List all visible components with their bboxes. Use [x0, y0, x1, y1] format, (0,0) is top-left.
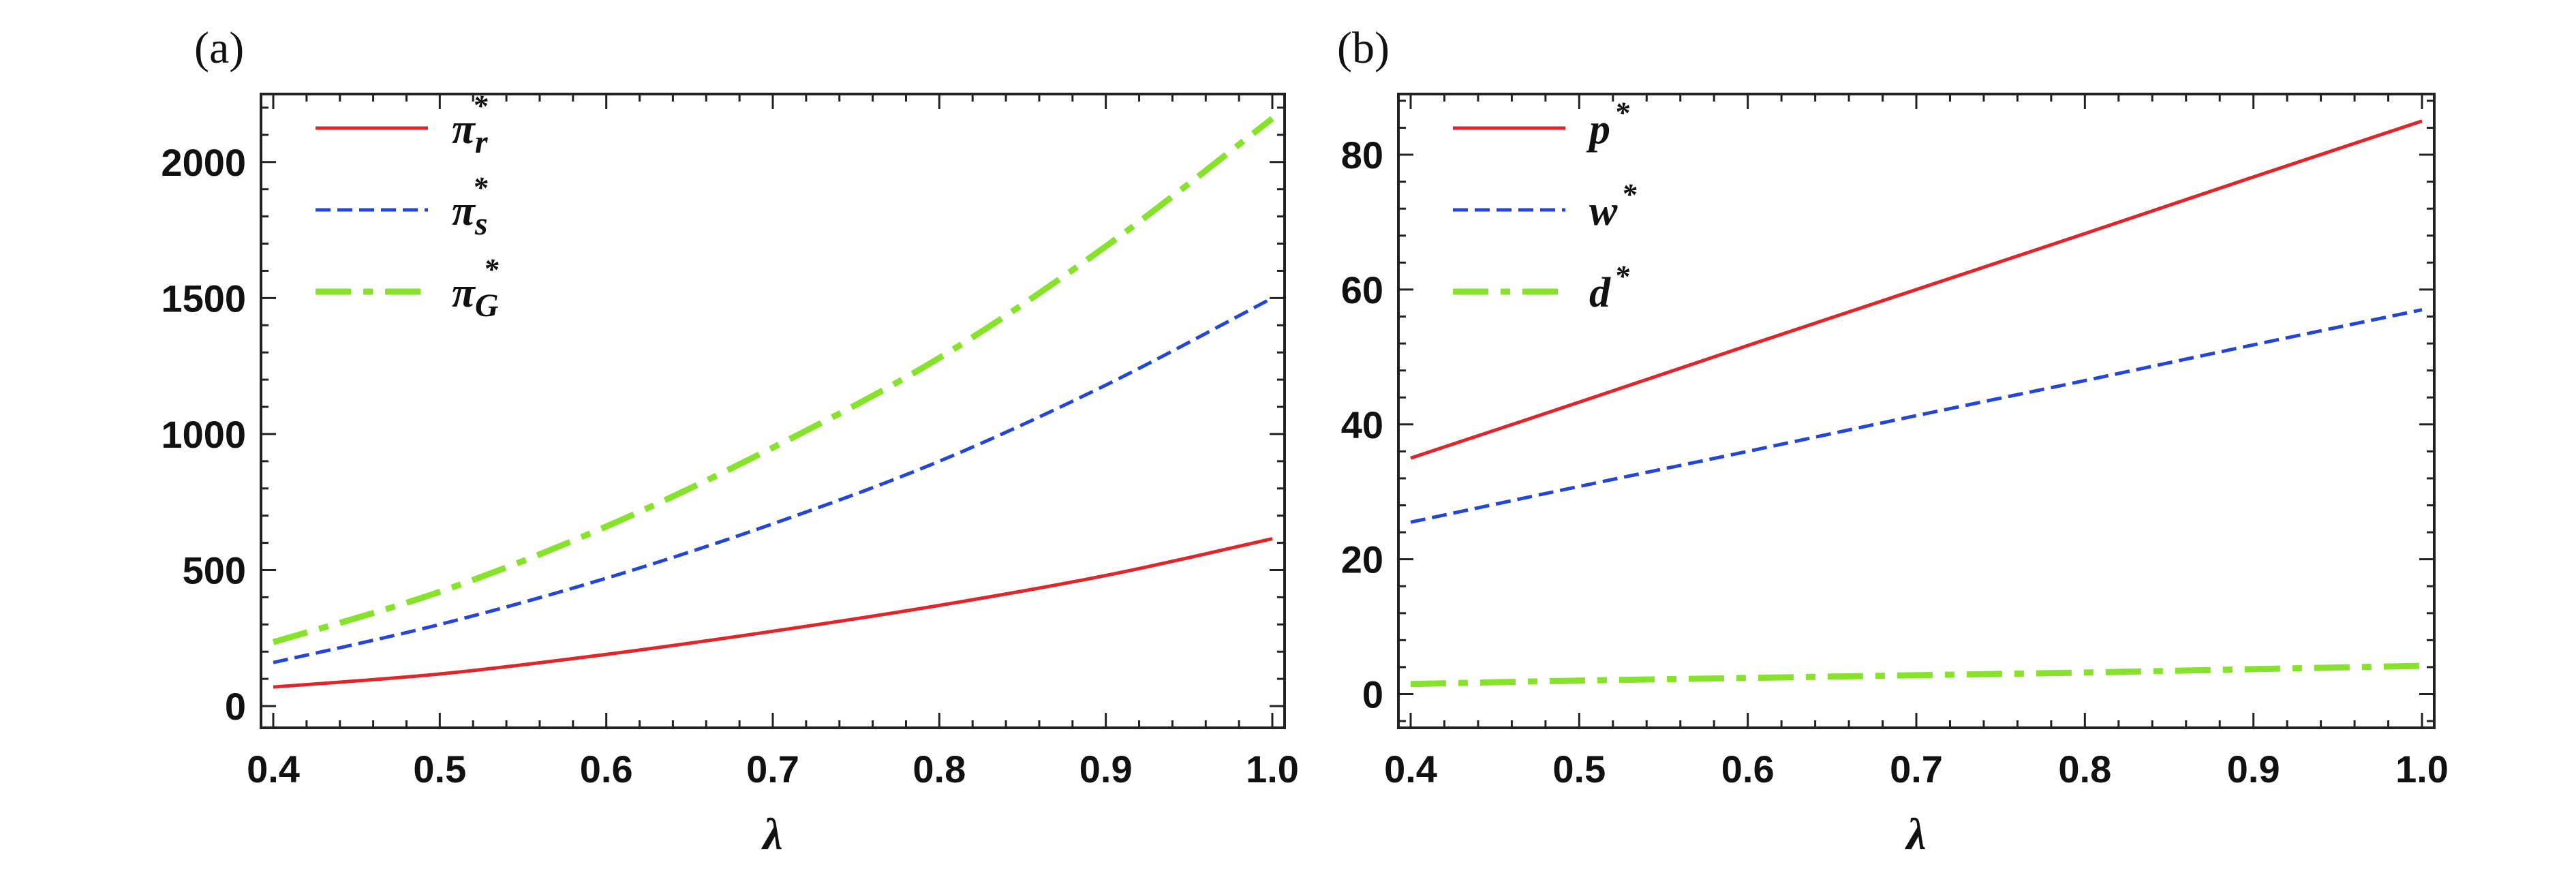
y-tick-label: 2000: [161, 141, 246, 184]
x-axis-label: λ: [1904, 810, 1926, 859]
legend-label: p *: [1586, 96, 1630, 153]
series-line-d: [1410, 662, 2423, 688]
legend-label: πr*: [452, 89, 489, 160]
y-tick-label: 80: [1341, 134, 1383, 177]
y-tick-label: 40: [1341, 403, 1383, 446]
series-line-pi-G: [272, 116, 1274, 645]
x-tick-label: 0.4: [1384, 748, 1437, 791]
x-tick-label: 0.7: [746, 748, 799, 791]
y-tick-label: 0: [1362, 673, 1383, 716]
legend-label: d *: [1589, 260, 1630, 316]
x-tick-label: 1.0: [2395, 748, 2449, 791]
y-tick-label: 20: [1341, 538, 1383, 581]
x-tick-label: 0.9: [1079, 748, 1133, 791]
legend-label: w *: [1589, 178, 1637, 234]
series-line-p: [1410, 119, 2423, 460]
x-tick-label: 1.0: [1246, 748, 1299, 791]
panel-label: (a): [194, 23, 244, 73]
legend-label: πs*: [452, 171, 489, 242]
chart-panel-b: (b) 0.4 0.5 0.6 0.7 0.8 0.9 1.0 0 20 40 60 80 λ p * w * d *: [1337, 23, 2449, 859]
chart-panel-a: (a) 0.4 0.5 0.6 0.7 0.8 0.9 1.0 0 500 1000 1500 2000…: [161, 23, 1299, 859]
x-axis-label: λ: [761, 810, 782, 859]
x-tick-label: 0.7: [1890, 748, 1943, 791]
x-tick-label: 0.9: [2227, 748, 2280, 791]
y-tick-label: 60: [1341, 268, 1383, 311]
y-tick-label: 1500: [161, 277, 246, 320]
x-tick-label: 0.5: [413, 748, 466, 791]
panel-label: (b): [1337, 23, 1390, 73]
x-tick-label: 0.5: [1552, 748, 1606, 791]
x-tick-label: 0.6: [580, 748, 633, 791]
series-line-pi-r: [273, 537, 1273, 689]
series-line-w: [1410, 308, 2423, 524]
y-tick-label: 0: [225, 685, 246, 728]
y-tick-label: 500: [183, 549, 246, 592]
x-tick-label: 0.6: [1721, 748, 1775, 791]
x-tick-label: 0.8: [913, 748, 966, 791]
series-line-pi-s: [273, 296, 1274, 664]
legend-label: πG*: [452, 253, 500, 324]
x-tick-label: 0.8: [2058, 748, 2111, 791]
x-tick-label: 0.4: [247, 748, 300, 791]
y-tick-label: 1000: [161, 413, 246, 456]
